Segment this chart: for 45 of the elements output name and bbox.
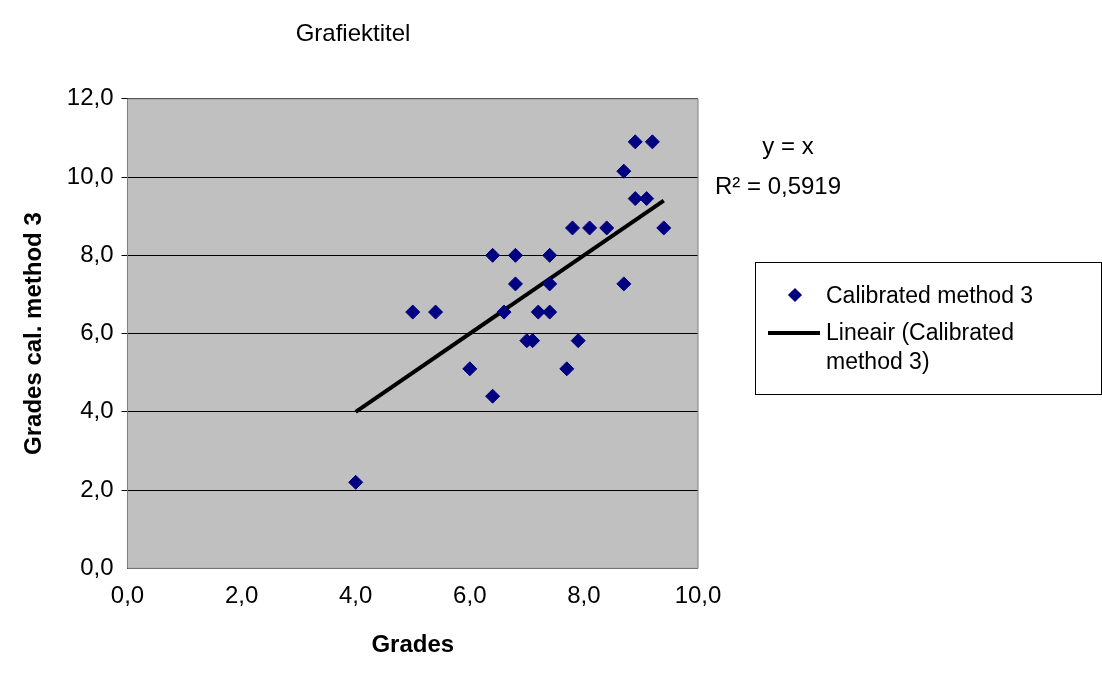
point xyxy=(570,333,586,349)
x-tick-label: 4,0 xyxy=(339,581,373,609)
legend-label: Calibrated method 3 xyxy=(826,281,1034,310)
point xyxy=(542,276,558,292)
x-tick-label: 0,0 xyxy=(110,581,145,609)
text: y = x xyxy=(762,131,814,159)
point xyxy=(462,361,478,377)
point xyxy=(507,247,523,263)
point xyxy=(496,304,512,320)
point xyxy=(542,304,558,320)
point xyxy=(656,220,672,236)
point xyxy=(639,191,655,207)
y-tick-label: 8,0 xyxy=(80,239,114,267)
point xyxy=(582,220,598,236)
y-tick-label: 0,0 xyxy=(80,553,114,581)
point xyxy=(542,247,558,263)
point xyxy=(428,304,444,320)
legend-label: Lineair (Calibrated method 3) xyxy=(826,318,1015,376)
y-axis-title: Grades cal. method 3 xyxy=(19,212,47,455)
point xyxy=(507,276,523,292)
point xyxy=(530,304,546,320)
point xyxy=(485,388,501,404)
x-axis-title: Grades xyxy=(371,630,455,658)
text: R² = 0,5919 xyxy=(714,171,842,199)
x-tick-label: 6,0 xyxy=(453,581,487,609)
y-tick-label: 2,0 xyxy=(80,474,114,502)
point xyxy=(599,220,615,236)
point xyxy=(644,134,660,150)
y-tick-label: 12,0 xyxy=(66,83,114,111)
x-tick-label: 8,0 xyxy=(567,581,601,609)
point xyxy=(485,247,501,263)
y-tick-label: 6,0 xyxy=(80,318,114,346)
x-tick-label: 10,0 xyxy=(674,581,722,609)
point xyxy=(616,276,632,292)
point xyxy=(627,134,643,150)
y-tick-label: 10,0 xyxy=(66,161,114,189)
point xyxy=(348,474,364,490)
point xyxy=(627,191,643,207)
chart-title: Grafiektitel xyxy=(295,19,411,47)
x-tick-label: 2,0 xyxy=(224,581,259,609)
point xyxy=(559,361,575,377)
point xyxy=(564,220,580,236)
y-tick-label: 4,0 xyxy=(80,396,114,424)
point xyxy=(616,163,632,179)
point xyxy=(405,304,421,320)
